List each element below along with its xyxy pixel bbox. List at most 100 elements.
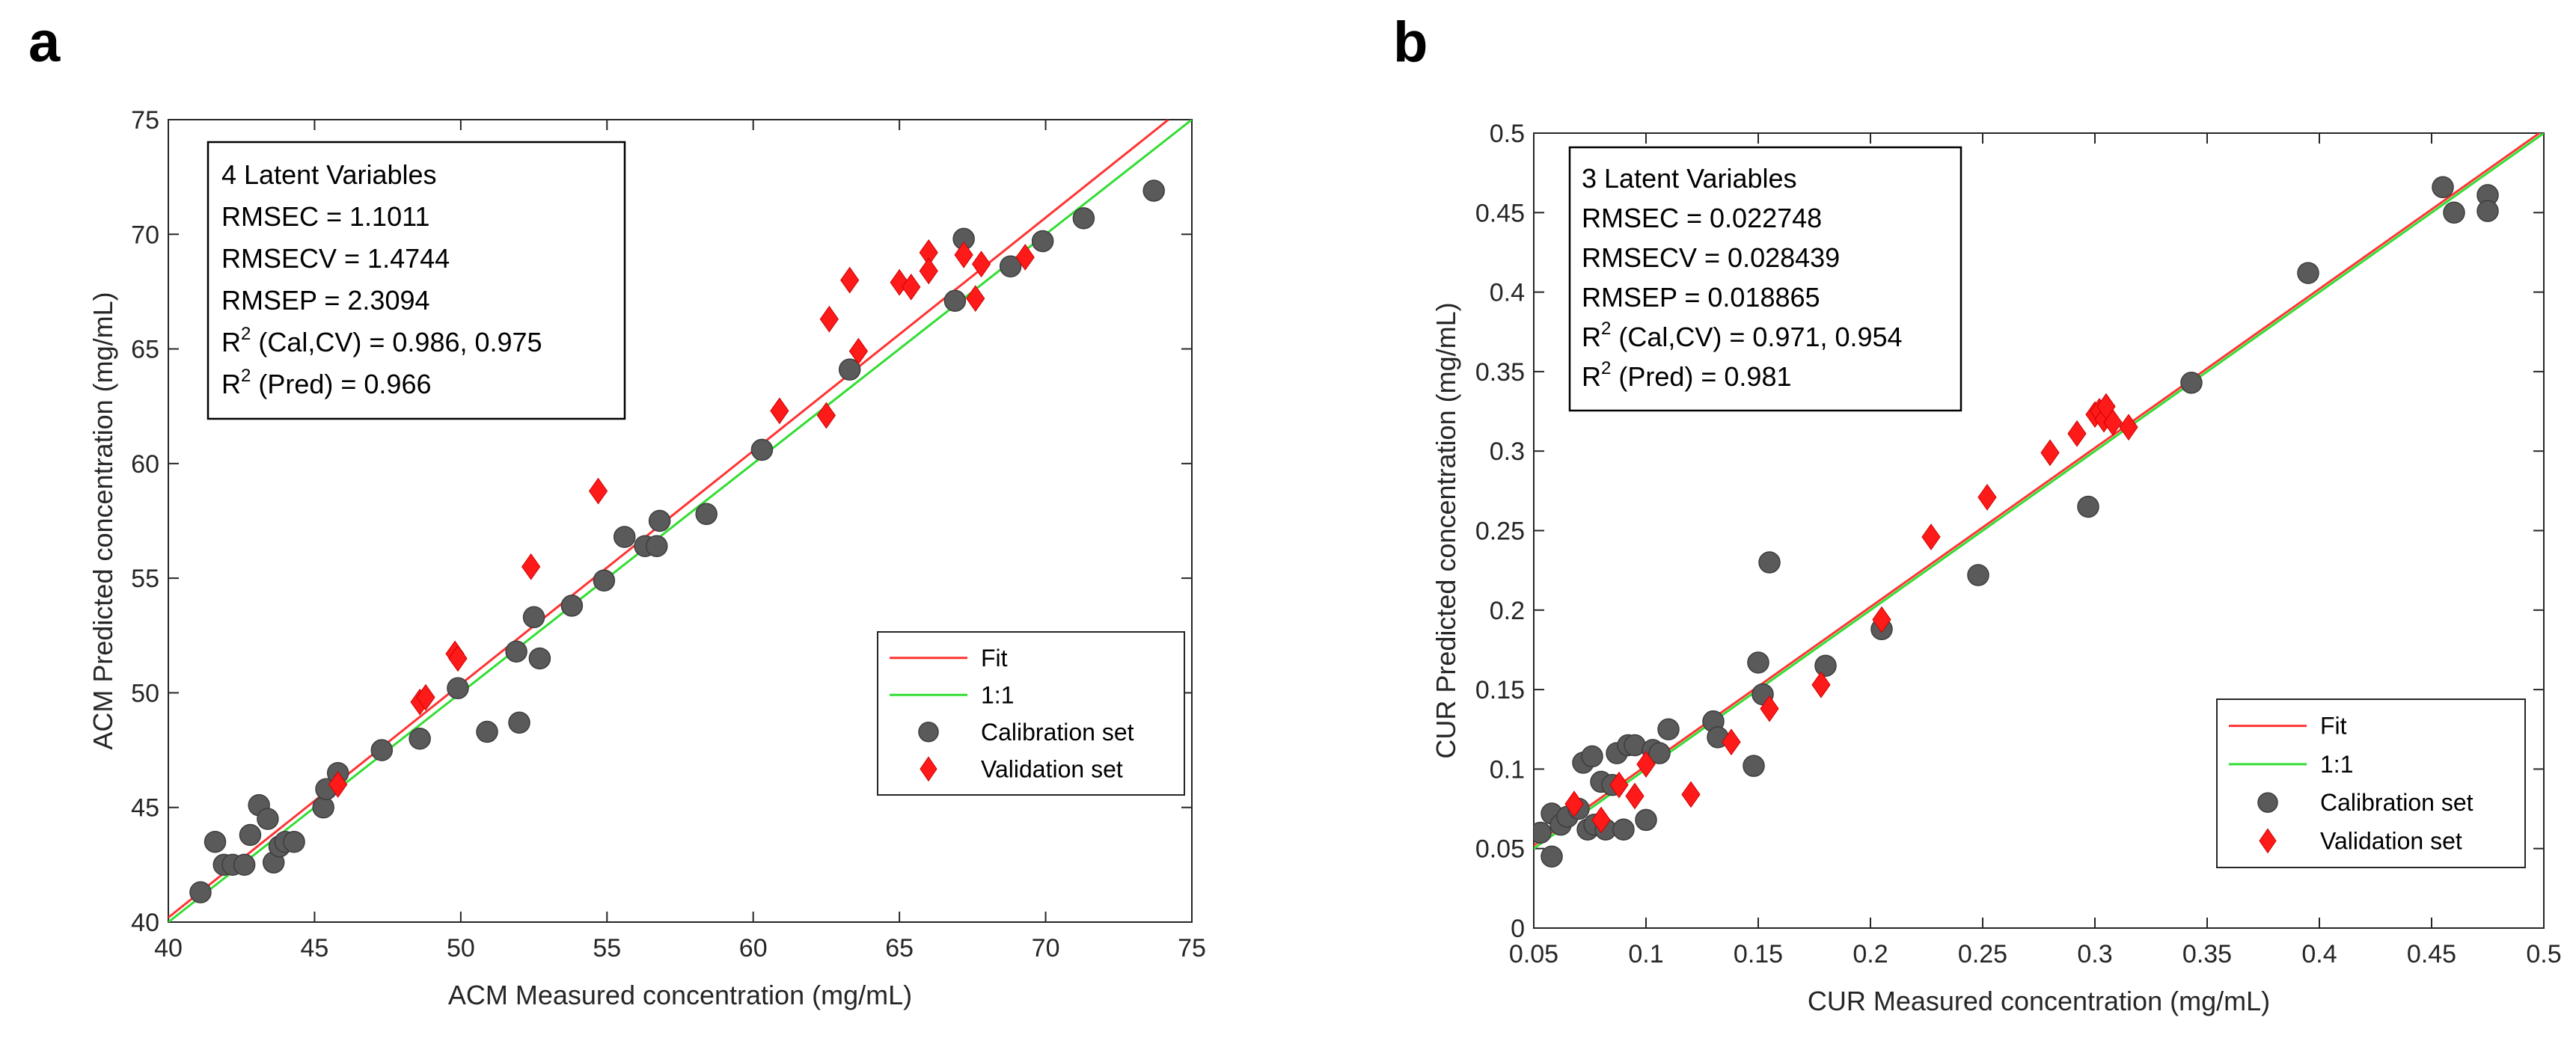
validation-point: [1609, 771, 1629, 799]
validation-point: [770, 397, 789, 425]
legend-label: Validation set: [2320, 827, 2462, 854]
validation-point: [1636, 751, 1656, 778]
x-tick-label: 0.45: [2407, 940, 2456, 968]
calibration-point: [648, 509, 671, 532]
validation-point: [2067, 420, 2087, 447]
legend-label: 1:1: [2320, 751, 2353, 778]
validation-point: [521, 553, 541, 580]
calibration-point: [1743, 755, 1765, 777]
stats-line: RMSEC = 1.1011: [221, 201, 429, 232]
x-tick-label: 45: [301, 934, 329, 962]
legend-diamond-swatch: [2259, 828, 2277, 854]
calibration-point: [2077, 495, 2099, 518]
x-tick-label: 70: [1032, 934, 1060, 962]
calibration-point: [283, 830, 305, 853]
calibration-point: [1541, 845, 1563, 868]
calibration-point: [528, 647, 551, 670]
data-layer: [168, 120, 1192, 922]
validation-point: [1760, 695, 1779, 722]
validation-point: [448, 645, 468, 672]
calibration-point: [409, 727, 431, 750]
validation-point: [1015, 244, 1035, 271]
validation-point: [902, 273, 921, 301]
validation-point: [954, 242, 973, 268]
y-tick-label: 65: [131, 336, 159, 364]
calibration-point: [257, 808, 279, 830]
one-to-one-line: [1534, 133, 2544, 850]
calibration-point: [522, 606, 545, 629]
calibration-point: [508, 711, 530, 734]
y-tick-label: 40: [131, 909, 159, 937]
stats-line: R2 (Cal,CV) = 0.971, 0.954: [1582, 319, 1903, 352]
stats-line: 4 Latent Variables: [221, 159, 437, 190]
calibration-point: [750, 438, 774, 461]
stats-box: [206, 141, 626, 420]
validation-point: [416, 684, 435, 711]
calibration-point: [1747, 651, 1769, 674]
legend-label: Validation set: [981, 755, 1123, 782]
x-tick-label: 0.5: [2526, 940, 2561, 968]
validation-point: [971, 251, 991, 278]
validation-point: [1811, 671, 1831, 698]
validation-point: [1591, 806, 1611, 834]
y-tick-label: 0.45: [1475, 199, 1525, 227]
calibration-point: [2443, 201, 2465, 224]
stats-line: RMSEP = 0.018865: [1582, 282, 1820, 313]
x-tick-label: 60: [739, 934, 768, 962]
legend-label: 1:1: [981, 681, 1014, 708]
calibration-point: [613, 526, 636, 548]
y-tick-label: 0.35: [1475, 358, 1525, 387]
calibration-point: [838, 358, 861, 381]
validation-point: [2040, 439, 2060, 467]
calibration-point: [505, 640, 527, 663]
calibration-point: [476, 720, 498, 743]
validation-point: [2103, 409, 2123, 436]
x-tick-label: 40: [154, 934, 183, 962]
stats-line: RMSEP = 2.3094: [221, 285, 430, 316]
calibration-point: [233, 853, 256, 876]
stats-box: [1568, 146, 1962, 412]
stats-line: RMSECV = 1.4744: [221, 243, 450, 274]
calibration-point: [1142, 179, 1165, 202]
legend-diamond-swatch: [920, 756, 937, 782]
calibration-point: [593, 569, 616, 592]
calibration-point: [189, 881, 212, 903]
x-tick-label: 55: [593, 934, 621, 962]
calibration-point: [1031, 230, 1054, 253]
calibration-point: [645, 535, 668, 557]
panel-label-a: a: [28, 10, 61, 74]
calibration-point: [204, 830, 227, 853]
y-tick-label: 0.4: [1490, 279, 1525, 307]
x-tick-label: 0.1: [1628, 940, 1663, 968]
calibration-point: [1612, 818, 1635, 841]
x-tick-label: 75: [1178, 934, 1206, 962]
x-tick-label: 0.3: [2077, 940, 2112, 968]
validation-point: [1681, 781, 1701, 808]
y-tick-label: 60: [131, 450, 159, 479]
validation-point: [919, 257, 938, 285]
y-tick-label: 0.5: [1490, 120, 1525, 148]
validation-point: [1872, 606, 1891, 633]
legend-label: Fit: [981, 645, 1008, 672]
panel-a-chart: 40 45 50 55 60 65 70 75 40 45 50 55 60 65 70 75 ACM Meas…: [88, 106, 1206, 1010]
validation-point: [1625, 782, 1645, 810]
stats-line: R2 (Cal,CV) = 0.986, 0.975: [221, 324, 542, 357]
calibration-point: [2297, 262, 2319, 284]
validation-point: [840, 266, 860, 294]
validation-point: [1921, 523, 1941, 550]
validation-point: [966, 285, 985, 312]
validation-point: [848, 337, 869, 365]
validation-point: [2119, 414, 2138, 441]
y-axis-label: CUR Predicted concentration (mg/mL): [1431, 302, 1461, 758]
calibration-point: [1072, 207, 1095, 230]
stats-line: RMSECV = 0.028439: [1582, 242, 1840, 273]
calibration-point: [1635, 808, 1657, 832]
x-tick-label: 0.25: [1958, 940, 2007, 968]
x-tick-label: 0.05: [1509, 940, 1558, 968]
calibration-point: [943, 289, 967, 312]
fit-line: [1534, 133, 2542, 847]
y-tick-label: 75: [131, 106, 159, 135]
validation-point: [588, 477, 608, 505]
x-tick-label: 0.15: [1734, 940, 1783, 968]
